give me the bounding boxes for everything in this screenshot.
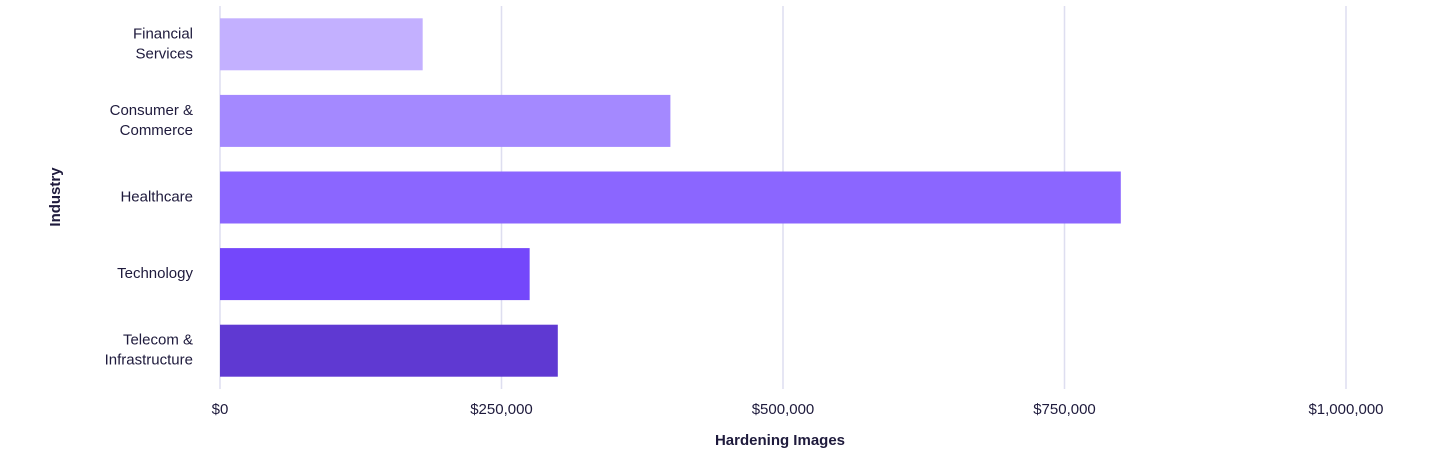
y-tick-label: Financial Services [133,25,193,62]
x-axis-title: Hardening Images [715,432,845,449]
x-tick-label: $250,000 [470,401,533,418]
bar [220,324,558,377]
x-tick-label: $0 [212,401,229,418]
x-tick-label: $750,000 [1033,401,1096,418]
bar [220,18,423,71]
x-tick-label: $1,000,000 [1308,401,1383,418]
y-axis-title: Industry [47,167,64,227]
y-tick-label: Healthcare [120,188,193,205]
y-tick-label: Telecom & Infrastructure [105,332,193,369]
bar [220,171,1121,224]
x-tick-label: $500,000 [752,401,815,418]
bar [220,94,671,147]
bar [220,248,530,301]
y-tick-label: Technology [117,265,193,282]
y-tick-label: Consumer & Commerce [110,102,193,139]
